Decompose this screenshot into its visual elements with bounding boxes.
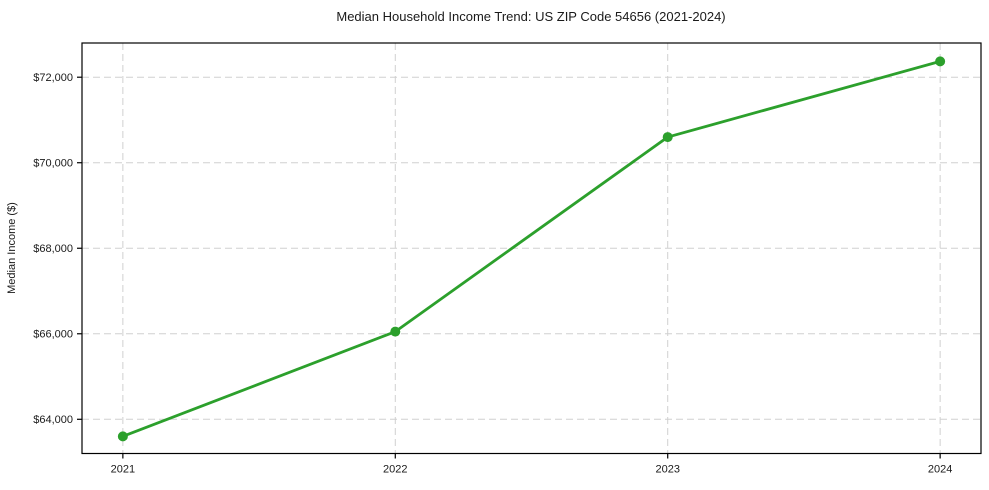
y-tick-label: $68,000 xyxy=(33,243,73,255)
chart-title: Median Household Income Trend: US ZIP Co… xyxy=(336,9,725,24)
y-tick-label: $66,000 xyxy=(33,329,73,341)
y-tick-label: $72,000 xyxy=(33,72,73,84)
data-point xyxy=(117,431,128,442)
x-tick-label: 2024 xyxy=(928,464,952,476)
y-tick-label: $64,000 xyxy=(33,414,73,426)
y-axis-label: Median Income ($) xyxy=(6,202,18,294)
x-tick-label: 2023 xyxy=(655,464,679,476)
data-point xyxy=(935,56,946,67)
trend-line xyxy=(121,59,942,438)
data-point xyxy=(390,326,401,337)
x-tick-label: 2022 xyxy=(383,464,407,476)
x-tick-label: 2021 xyxy=(111,464,135,476)
y-tick-label: $70,000 xyxy=(33,158,73,170)
data-point xyxy=(662,132,673,143)
